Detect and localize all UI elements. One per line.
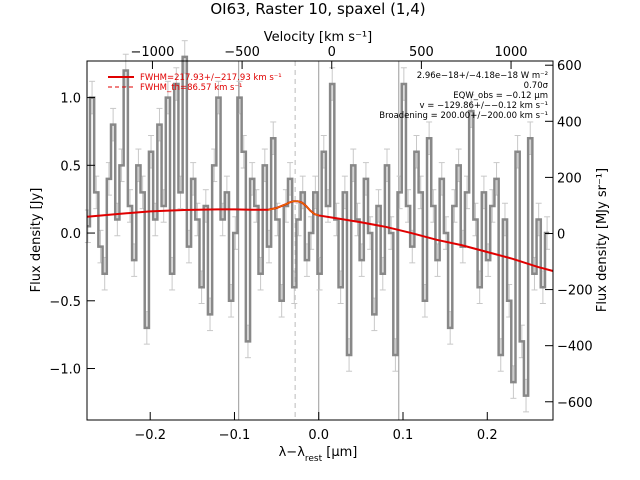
line-fit-series: [268, 200, 319, 217]
chart-title: OI63, Raster 10, spaxel (1,4): [210, 0, 425, 18]
x-axis-bottom-title: λ−λrest [μm]: [279, 445, 358, 464]
v-tick-label: 1000: [494, 45, 527, 60]
annotation-text: v = −129.86+/−−0.12 km s⁻¹: [419, 101, 548, 111]
annotation-text: 0.70σ: [524, 81, 549, 91]
y-tick-label: 1.0: [60, 92, 81, 107]
svg-text:λ−λrest [μm]: λ−λrest [μm]: [279, 445, 358, 464]
x-tick-label: 0.0: [308, 428, 329, 443]
legend-label: FWHM=217.93+/−217.93 km s⁻¹: [140, 73, 282, 83]
v-tick-label: −1000: [130, 45, 174, 60]
annotation-text: 2.96e−18+/−4.18e−18 W m⁻²: [417, 71, 548, 81]
x-axis-title-unit: [μm]: [322, 445, 357, 460]
v-tick-label: 0: [328, 45, 336, 60]
annotation-text: EQW_obs = −0.12 μm: [453, 91, 548, 101]
x-tick-label: 0.1: [393, 428, 414, 443]
v-tick-label: 500: [409, 45, 434, 60]
plot-frame: [86, 60, 554, 421]
y-axis-left-title: Flux density [Jy]: [29, 188, 44, 293]
x-tick-label: −0.2: [134, 428, 166, 443]
y-tick-label: −0.5: [49, 295, 81, 310]
y2-tick-label: 0: [557, 227, 565, 242]
annotation-text: Broadening = 200.00+/−200.00 km s⁻¹: [379, 111, 548, 121]
y-axis-right-title: Flux density [MJy sr⁻¹]: [595, 168, 610, 312]
y-tick-label: 0.5: [60, 159, 81, 174]
y-tick-label: 0.0: [60, 227, 81, 242]
y2-tick-label: 200: [557, 171, 582, 186]
x-tick-label: −0.1: [219, 428, 251, 443]
y2-tick-label: −400: [557, 340, 593, 355]
v-tick-label: −500: [224, 45, 260, 60]
x-axis-top-title: Velocity [km s⁻¹]: [264, 30, 372, 45]
x-tick-label: 0.2: [477, 428, 498, 443]
plot-area: −0.2 −0.1 0.0 0.1 0.2 −1000 −500 0 500 1000 −1.0 −0…: [49, 40, 593, 443]
y2-tick-label: −600: [557, 396, 593, 411]
spectrum-series: [87, 55, 550, 397]
y-tick-label: −1.0: [49, 363, 81, 378]
legend-label: FWHM_th=86.57 km s⁻¹: [140, 83, 242, 93]
y2-tick-label: −200: [557, 284, 593, 299]
y2-tick-label: 400: [557, 115, 582, 130]
x-axis-title-main: λ−λ: [279, 445, 306, 460]
y2-tick-label: 600: [557, 59, 582, 74]
x-axis-title-sub: rest: [305, 454, 323, 464]
